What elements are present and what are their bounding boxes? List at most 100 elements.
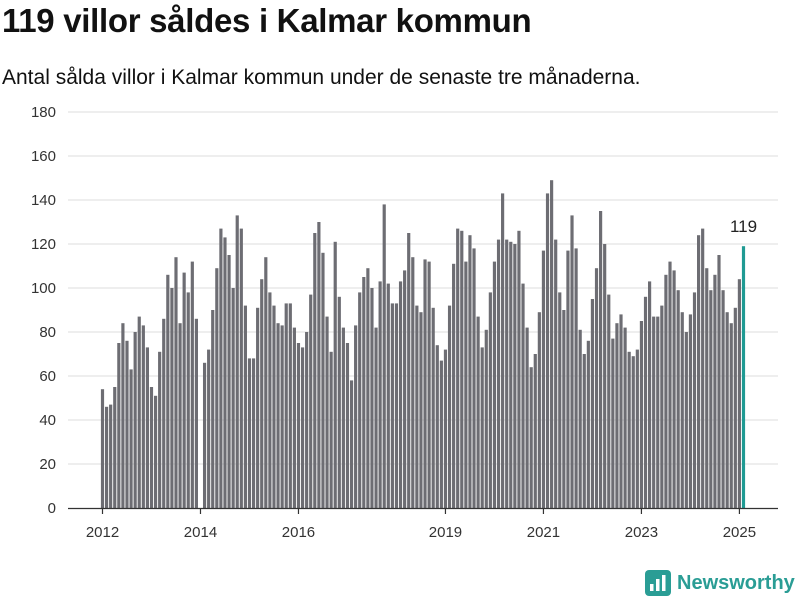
bar: [268, 292, 272, 508]
bar: [149, 387, 154, 508]
bar: [166, 274, 170, 508]
bar: [415, 305, 419, 508]
y-tick-label: 80: [39, 324, 56, 341]
bar: [141, 325, 145, 508]
bar: [611, 338, 615, 508]
bar: [570, 215, 574, 508]
bar: [182, 272, 186, 508]
bar: [407, 233, 411, 508]
bar: [480, 347, 484, 508]
x-tick-label: 2019: [429, 524, 462, 541]
bar-chart-logo-icon: [645, 570, 671, 596]
bar: [382, 204, 386, 508]
bar: [190, 261, 194, 508]
bar: [423, 259, 427, 508]
bar: [599, 211, 603, 508]
bar: [652, 316, 656, 508]
bar: [276, 323, 280, 508]
bar: [517, 230, 521, 509]
bar: [309, 294, 313, 508]
bar: [705, 268, 709, 508]
bar: [443, 349, 448, 508]
bar: [117, 343, 121, 508]
bar: [578, 329, 582, 508]
bar: [178, 323, 182, 508]
bar: [284, 303, 288, 508]
bar: [468, 235, 472, 508]
chart-title: 119 villor såldes i Kalmar kommun: [2, 2, 532, 39]
bar: [296, 343, 301, 508]
bar: [460, 230, 464, 509]
bar: [247, 358, 252, 508]
bar: [260, 279, 264, 508]
bar: [590, 299, 595, 508]
bar: [476, 316, 480, 508]
bar: [207, 349, 211, 508]
bar: [501, 193, 505, 508]
bar: [211, 310, 215, 508]
bar: [341, 327, 345, 508]
y-tick-label: 120: [31, 236, 56, 253]
bar: [680, 312, 684, 508]
bar: [545, 193, 550, 508]
bar: [721, 290, 725, 508]
bar: [484, 329, 488, 508]
bar: [280, 325, 284, 508]
bar: [607, 294, 611, 508]
bar: [162, 318, 166, 508]
bar: [305, 332, 309, 508]
bar: [643, 296, 648, 508]
bar: [541, 250, 546, 508]
bar: [509, 241, 513, 509]
bar: [688, 314, 693, 508]
bar: [513, 244, 517, 508]
bar: [202, 362, 207, 508]
bar: [403, 270, 407, 508]
bar: [390, 303, 394, 508]
bars: [100, 180, 746, 509]
bar: [488, 292, 492, 508]
bar: [631, 356, 635, 508]
bar: [292, 327, 296, 508]
bar: [505, 239, 509, 508]
bar: [586, 340, 590, 508]
bar: [574, 248, 578, 508]
bar: [239, 228, 243, 508]
bar: [358, 292, 362, 508]
highlighted-bar: [741, 246, 746, 508]
gridlines: [68, 111, 778, 465]
bar: [713, 274, 717, 508]
x-tick-label: 2016: [282, 524, 315, 541]
bar: [370, 288, 374, 508]
newsworthy-brand[interactable]: Newsworthy: [645, 568, 795, 598]
chart-subtitle: Antal sålda villor i Kalmar kommun under…: [2, 66, 641, 89]
labels: 0 20 40 60 80 100 120 140 160 180 2012 2014 2016 2019…: [31, 104, 757, 541]
y-tick-label: 140: [31, 192, 56, 209]
bar: [566, 250, 570, 508]
bar: [668, 261, 672, 508]
bar: [676, 290, 680, 508]
bar: [435, 345, 439, 508]
bar: [639, 321, 644, 508]
bar: [550, 180, 554, 508]
bar: [354, 325, 358, 508]
bar: [272, 305, 276, 508]
bar: [349, 380, 354, 508]
highlight-value-label: 119: [730, 217, 757, 236]
bar: [439, 360, 443, 508]
bar: [427, 261, 431, 508]
bar: [317, 222, 321, 508]
bar: [362, 277, 366, 508]
y-tick-label: 20: [39, 456, 56, 473]
bar: [321, 252, 325, 508]
bar: [521, 283, 525, 508]
bar: [492, 261, 497, 508]
bar: [472, 248, 476, 508]
bar: [325, 316, 329, 508]
bar: [113, 387, 117, 508]
x-tick-label: 2014: [184, 524, 217, 541]
bar: [717, 255, 721, 508]
bar: [300, 347, 305, 508]
bar: [345, 343, 350, 508]
bar: [366, 268, 370, 508]
